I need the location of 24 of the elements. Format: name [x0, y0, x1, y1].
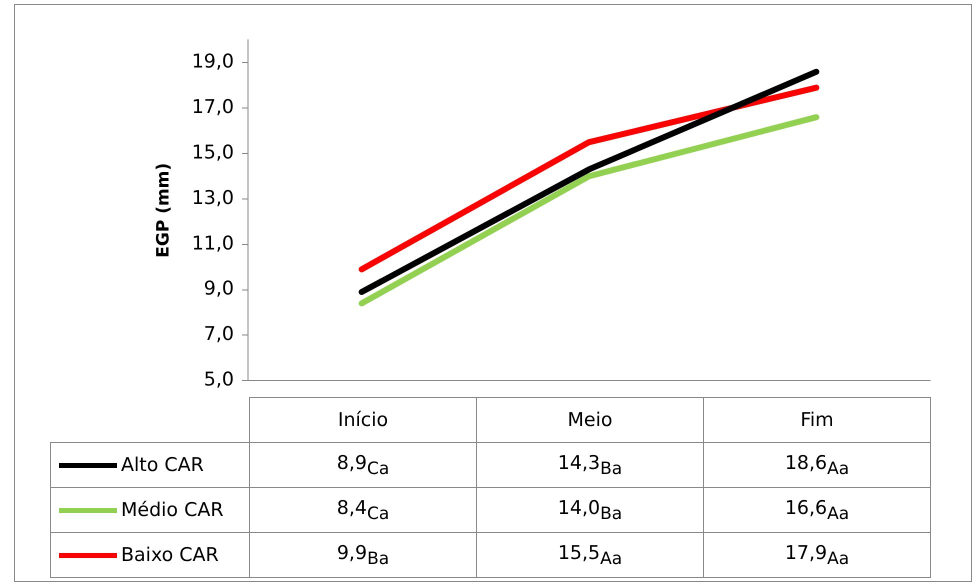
- data-label: 9,9$_{Ba}$: [250, 532, 476, 578]
- y-tick-label: 11,0: [192, 232, 234, 254]
- x-tick-label: Fim: [704, 398, 930, 442]
- y-tick-label: 13,0: [192, 186, 234, 209]
- x-tick-label: Início: [250, 398, 476, 442]
- legend-label: Médio CAR: [50, 488, 250, 532]
- data-label: 17,9$_{Aa}$: [704, 532, 930, 578]
- data-label: 8,9$_{Ca}$: [250, 442, 476, 488]
- data-label: 16,6$_{Aa}$: [704, 488, 930, 532]
- data-label: 15,5$_{Aa}$: [476, 532, 704, 578]
- data-label: 14,3$_{Ba}$: [476, 442, 704, 488]
- y-tick-label: 17,0: [192, 96, 234, 118]
- y-tick-label: 9,0: [204, 278, 234, 300]
- y-tick-label: 5,0: [204, 368, 234, 391]
- y-tick-label: 19,0: [192, 50, 234, 73]
- legend-label: Baixo CAR: [50, 532, 250, 578]
- legend-label: Alto CAR: [50, 442, 250, 488]
- data-label: 18,6$_{Aa}$: [704, 442, 930, 488]
- x-tick-label: Meio: [476, 398, 704, 442]
- y-tick-label: 7,0: [204, 323, 234, 346]
- y-tick-label: 15,0: [192, 141, 234, 164]
- data-label: 14,0$_{Ba}$: [476, 488, 704, 532]
- y-axis-title: EGP (mm): [154, 162, 174, 258]
- data-label: 8,4$_{Ca}$: [250, 488, 476, 532]
